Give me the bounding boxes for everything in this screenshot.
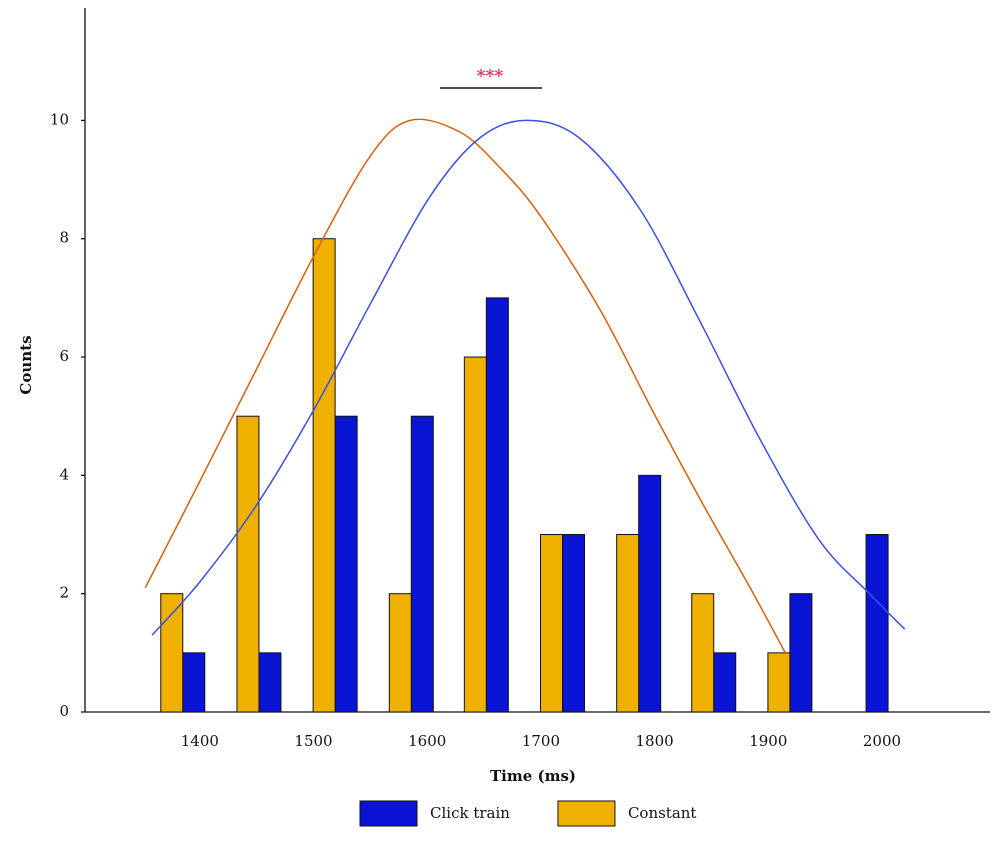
y-tick-label: 8 [59, 229, 69, 247]
x-tick-label: 1600 [408, 732, 446, 750]
bar [865, 534, 889, 713]
bar [410, 415, 434, 713]
bar [463, 356, 487, 713]
bar [562, 534, 586, 713]
bar [334, 415, 358, 713]
x-tick-label: 1500 [294, 732, 332, 750]
fit-curve [151, 119, 906, 636]
bar [767, 652, 791, 713]
significance-annotation: *** [477, 67, 504, 87]
y-axis-label: Counts [17, 335, 35, 394]
x-tick-label: 1900 [749, 732, 787, 750]
legend-label: Click train [430, 804, 510, 822]
bar [616, 534, 640, 713]
bar [691, 593, 715, 713]
x-tick-label: 1700 [522, 732, 560, 750]
y-tick-label: 4 [59, 465, 69, 483]
bar [312, 238, 336, 713]
y-tick-label: 0 [59, 702, 69, 720]
legend-swatch [359, 800, 418, 827]
bar [789, 593, 813, 713]
bar [713, 652, 737, 713]
bar [485, 297, 509, 713]
bar [388, 593, 412, 713]
y-tick-label: 6 [59, 347, 69, 365]
x-tick-label: 2000 [863, 732, 901, 750]
y-tick-label: 10 [50, 110, 69, 128]
bar [160, 593, 184, 713]
bar [638, 474, 662, 713]
bar [540, 534, 564, 713]
legend-label: Constant [628, 804, 697, 822]
bar [182, 652, 206, 713]
x-tick-label: 1400 [181, 732, 219, 750]
x-axis-label: Time (ms) [490, 767, 576, 785]
bar [236, 415, 260, 713]
y-tick-label: 2 [59, 584, 69, 602]
fit-curve [144, 118, 787, 654]
legend-swatch [557, 800, 616, 827]
x-tick-label: 1800 [636, 732, 674, 750]
bar [258, 652, 282, 713]
